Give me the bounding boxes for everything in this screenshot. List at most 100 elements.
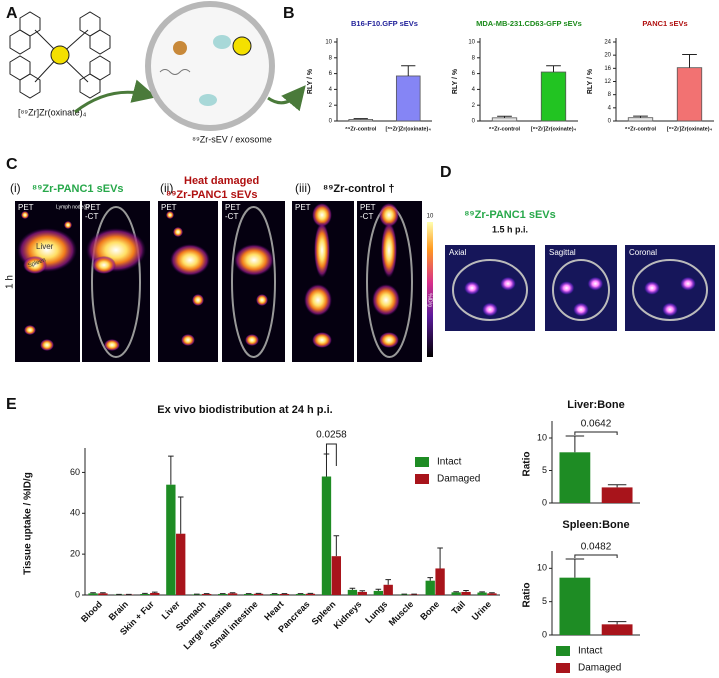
radio-symbol xyxy=(232,36,252,56)
uptake xyxy=(21,211,29,219)
legend-label: Damaged xyxy=(578,663,621,674)
uptake xyxy=(312,332,332,348)
chart-title: Liver:Bone xyxy=(567,399,624,411)
y-tick-label: 10 xyxy=(468,40,475,46)
y-tick-label: 0 xyxy=(472,119,476,125)
panel-label: E xyxy=(6,396,17,413)
view-label: Sagittal xyxy=(549,248,576,257)
x-tick-label: ⁸⁹Zr-control xyxy=(489,126,521,132)
x-tick-label: Kidneys xyxy=(332,599,364,631)
error-bar xyxy=(453,591,459,593)
bar xyxy=(601,487,633,503)
y-tick-label: 8 xyxy=(608,92,612,98)
error-bar xyxy=(633,115,648,118)
y-axis-label: RLY / % xyxy=(307,68,314,94)
x-tick-label: Liver xyxy=(160,599,183,622)
group-index: (ii) xyxy=(160,181,173,195)
bar xyxy=(409,594,419,595)
uptake xyxy=(379,332,399,348)
panel-label: D xyxy=(440,164,452,181)
error-bar xyxy=(151,591,158,593)
y-tick-label: 0 xyxy=(542,629,547,639)
error-bar xyxy=(607,621,627,625)
legend-swatch xyxy=(556,663,570,673)
pet-image xyxy=(82,201,150,362)
bar xyxy=(243,593,254,595)
skeleton xyxy=(231,206,276,358)
uptake xyxy=(256,294,268,306)
y-tick-label: 24 xyxy=(604,40,611,46)
y-tick-label: 6 xyxy=(329,71,333,77)
x-tick-label: Tail xyxy=(450,599,468,617)
colorbar xyxy=(427,222,433,357)
bar xyxy=(98,593,108,595)
bar xyxy=(425,580,435,595)
x-tick-label: Muscle xyxy=(387,599,416,628)
error-bar xyxy=(385,579,392,585)
image-label: PET xyxy=(18,203,34,212)
uptake xyxy=(662,302,678,317)
uptake xyxy=(245,334,259,346)
uptake xyxy=(558,281,575,295)
y-tick-label: 0 xyxy=(329,119,333,125)
y-tick-label: 2 xyxy=(472,103,476,109)
image-label: -CT xyxy=(360,212,373,221)
annotation: 0.0258 xyxy=(316,430,347,441)
error-bar xyxy=(375,588,382,591)
bar xyxy=(348,119,374,122)
image-label: PET xyxy=(225,203,241,212)
bar xyxy=(150,592,160,595)
significance-bracket xyxy=(574,554,618,558)
d-title: ⁸⁹Zr-PANC1 sEVs xyxy=(464,209,556,221)
significance-bracket xyxy=(574,431,618,436)
skull xyxy=(632,259,708,321)
error-bar xyxy=(489,592,495,594)
group-note: Heat damaged xyxy=(184,175,259,187)
x-tick-label: Blood xyxy=(79,599,104,624)
uptake xyxy=(304,284,332,316)
group-index: (iii) xyxy=(295,181,311,195)
y-axis-label: Ratio xyxy=(522,583,533,608)
error-bar xyxy=(229,592,236,594)
bar xyxy=(269,593,280,595)
bar xyxy=(491,117,518,122)
x-tick-label: ⁸⁹Zr-control xyxy=(625,126,657,132)
x-tick-label: Small intestine xyxy=(208,599,260,651)
x-tick-label: Brain xyxy=(107,599,130,622)
y-tick-label: 12 xyxy=(604,79,611,85)
error-bar xyxy=(565,558,585,578)
ct-image xyxy=(625,245,715,331)
organ-label: Liver xyxy=(36,242,54,251)
cargo xyxy=(173,41,187,55)
group-name: ⁸⁹Zr-control † xyxy=(323,183,395,195)
bar xyxy=(676,67,703,122)
bar xyxy=(347,589,358,595)
x-tick-label: [⁸⁹Zr]Zr(oxinate)₄ xyxy=(667,126,713,132)
arrow xyxy=(74,79,157,114)
error-bar xyxy=(479,591,485,593)
uptake xyxy=(379,203,399,227)
error-bar xyxy=(90,592,96,594)
y-tick-label: 10 xyxy=(537,563,547,573)
uptake xyxy=(104,339,120,351)
error-bar xyxy=(168,455,174,485)
time-label: 1 h xyxy=(5,275,16,289)
error-bar xyxy=(100,592,106,594)
y-axis-label: Ratio xyxy=(522,452,533,477)
legend-label: Damaged xyxy=(437,474,480,485)
bar xyxy=(357,591,367,595)
chart-title: PANC1 sEVs xyxy=(642,19,687,28)
x-tick-label: [⁸⁹Zr]Zr(oxinate)₄ xyxy=(531,126,577,132)
bar xyxy=(487,593,497,595)
uptake xyxy=(573,302,589,317)
cargo xyxy=(199,94,217,106)
error-bar xyxy=(359,590,366,592)
arrow xyxy=(267,85,306,112)
uptake xyxy=(314,222,330,278)
y-tick-label: 0 xyxy=(75,589,80,599)
error-bar xyxy=(177,496,184,534)
uptake xyxy=(181,334,195,346)
bar xyxy=(279,593,290,595)
annotation: 0.0482 xyxy=(581,542,612,553)
